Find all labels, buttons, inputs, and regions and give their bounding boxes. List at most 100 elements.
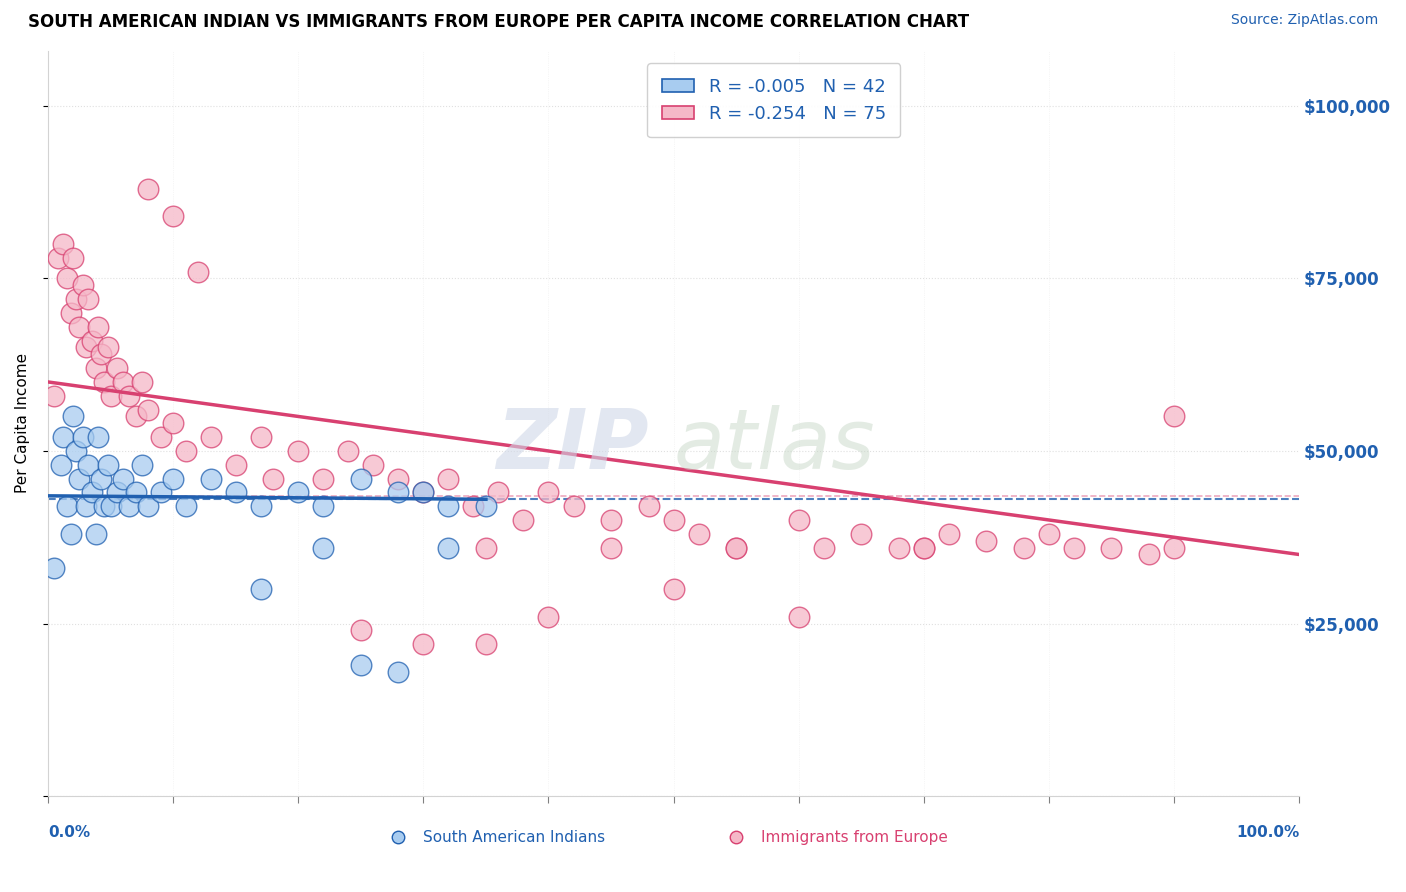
Point (562, 499, 585, 513)
Point (976, 533, 998, 548)
Point (77, 458, 100, 472)
Point (1012, 541, 1035, 555)
Point (100, 389, 122, 403)
Point (44, 561, 66, 575)
Point (80, 334, 103, 348)
Point (90, 472, 112, 486)
Point (475, 499, 498, 513)
Point (97, 341, 120, 355)
Point (312, 472, 335, 486)
Point (463, 499, 485, 513)
Point (412, 637, 434, 651)
Point (75, 499, 97, 513)
Text: 100.0%: 100.0% (1236, 825, 1299, 840)
Point (72, 430, 94, 444)
Point (90, 347, 112, 361)
Point (118, 389, 141, 403)
Point (62, 251, 84, 265)
Y-axis label: Per Capita Income: Per Capita Income (15, 353, 30, 493)
Point (851, 526, 873, 541)
Point (131, 375, 153, 389)
Point (887, 541, 910, 555)
Point (105, 361, 128, 376)
Point (225, 458, 247, 472)
Point (52, 430, 75, 444)
Point (200, 472, 222, 486)
Point (813, 541, 835, 555)
Point (136, 499, 159, 513)
Point (363, 458, 385, 472)
Point (537, 485, 560, 500)
Point (475, 541, 498, 555)
Point (312, 499, 335, 513)
Point (80, 485, 103, 500)
Point (100, 499, 122, 513)
Point (56, 271, 79, 285)
Point (662, 513, 685, 527)
Point (537, 609, 560, 624)
Point (437, 499, 460, 513)
Point (77, 292, 100, 306)
Point (688, 526, 710, 541)
Point (67, 472, 90, 486)
Point (787, 609, 810, 624)
Point (131, 458, 153, 472)
Point (225, 485, 247, 500)
Point (56, 499, 79, 513)
Text: Immigrants from Europe: Immigrants from Europe (761, 830, 948, 845)
Point (725, 541, 748, 555)
Point (162, 210, 184, 224)
Text: Source: ZipAtlas.com: Source: ZipAtlas.com (1230, 13, 1378, 28)
Point (149, 485, 172, 500)
Point (65, 444, 87, 458)
Point (118, 499, 141, 513)
Point (187, 264, 209, 278)
Text: South American Indians: South American Indians (423, 830, 606, 845)
Point (84, 361, 107, 376)
Point (84, 526, 107, 541)
Point (600, 513, 623, 527)
Point (124, 409, 146, 424)
Point (46, 251, 69, 265)
Point (1163, 541, 1185, 555)
Text: atlas: atlas (673, 405, 875, 486)
Point (287, 444, 309, 458)
Point (249, 499, 271, 513)
Point (412, 485, 434, 500)
Point (67, 319, 90, 334)
Point (174, 499, 197, 513)
Point (312, 541, 335, 555)
Point (1101, 541, 1123, 555)
Point (437, 472, 460, 486)
Legend: R = -0.005   N = 42, R = -0.254   N = 75: R = -0.005 N = 42, R = -0.254 N = 75 (647, 63, 900, 137)
Point (337, 444, 360, 458)
Point (93, 375, 115, 389)
Point (512, 513, 534, 527)
Point (637, 499, 659, 513)
Point (412, 485, 434, 500)
Point (136, 182, 159, 196)
Point (1063, 541, 1085, 555)
Point (350, 657, 373, 672)
Point (787, 513, 810, 527)
Point (62, 409, 84, 424)
Point (1163, 409, 1185, 424)
Point (912, 541, 935, 555)
Point (249, 430, 271, 444)
Point (59, 526, 82, 541)
Point (49, 458, 72, 472)
Point (725, 541, 748, 555)
Point (475, 637, 498, 651)
Point (1038, 526, 1060, 541)
Point (136, 402, 159, 417)
Point (112, 375, 135, 389)
Point (59, 306, 82, 320)
Point (437, 541, 460, 555)
Text: ZIP: ZIP (496, 405, 648, 486)
Point (44, 389, 66, 403)
Point (124, 485, 146, 500)
Point (350, 624, 373, 638)
Point (174, 444, 197, 458)
Point (112, 472, 135, 486)
Point (387, 485, 409, 500)
